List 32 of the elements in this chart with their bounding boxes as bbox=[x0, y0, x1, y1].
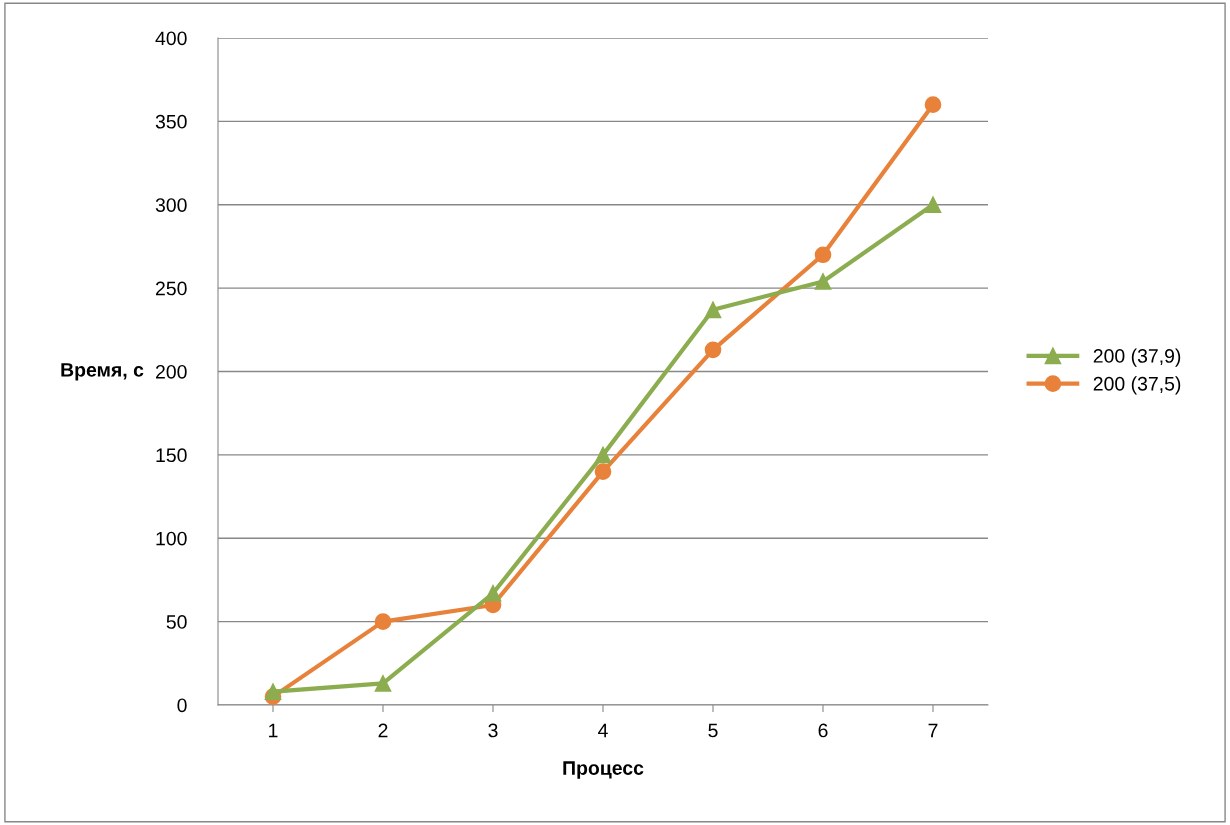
y-tick-label: 400 bbox=[155, 31, 187, 46]
y-tick-label: 200 bbox=[155, 364, 187, 379]
x-tick-label: 6 bbox=[818, 723, 828, 738]
point bbox=[264, 683, 282, 700]
x-tick-label: 5 bbox=[708, 723, 718, 738]
point bbox=[924, 96, 942, 114]
legend-label: 200 (37,5) bbox=[1093, 376, 1181, 395]
y-tick-label: 350 bbox=[155, 114, 187, 129]
y-tick-label: 300 bbox=[155, 198, 187, 212]
point bbox=[814, 273, 832, 290]
point bbox=[374, 613, 392, 630]
y-tick-label: 150 bbox=[156, 448, 187, 463]
y-tick-label: 100 bbox=[156, 531, 187, 546]
x-tick-label: 2 bbox=[378, 723, 388, 738]
point bbox=[594, 446, 612, 464]
point bbox=[814, 246, 832, 264]
point bbox=[374, 674, 392, 692]
x-tick-label: 1 bbox=[269, 723, 278, 738]
point bbox=[924, 196, 942, 214]
point bbox=[704, 341, 722, 359]
x-tick-label: 4 bbox=[598, 723, 608, 738]
y-tick-label: 250 bbox=[155, 281, 187, 296]
legend-label: 200 (37,9) bbox=[1093, 348, 1181, 367]
y-axis-title: Время, с bbox=[61, 363, 144, 381]
x-tick-label: 3 bbox=[488, 723, 498, 738]
x-axis-title: Процесс bbox=[563, 761, 644, 779]
x-tick-label: 7 bbox=[928, 723, 938, 738]
point bbox=[484, 584, 502, 602]
y-tick-label: 50 bbox=[166, 615, 187, 629]
point bbox=[704, 301, 722, 319]
y-tick-label: 0 bbox=[177, 698, 187, 713]
point bbox=[594, 463, 612, 480]
